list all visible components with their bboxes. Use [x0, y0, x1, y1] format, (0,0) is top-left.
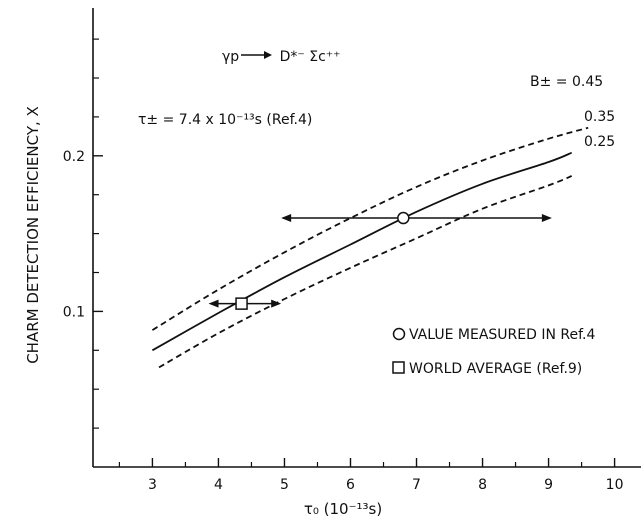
reaction-main: γp [222, 49, 239, 65]
x-tick-label: 8 [478, 477, 487, 493]
curve-label-low: 0.25 [584, 134, 615, 150]
error-arrow-right-circle [541, 214, 552, 223]
markers [208, 211, 552, 310]
reaction-label: γp D*⁻ Σc⁺⁺ [222, 49, 341, 65]
error-arrow-right-square [271, 299, 282, 308]
x-tick-label: 7 [412, 477, 421, 493]
x-axis-title: τ₀ (10⁻¹³s) [304, 500, 382, 518]
x-tick-label: 4 [214, 477, 223, 493]
legend: VALUE MEASURED IN Ref.4 WORLD AVERAGE (R… [392, 327, 595, 377]
legend-square-symbol [392, 361, 405, 374]
x-tick-label: 9 [544, 477, 553, 493]
curves [151, 126, 589, 369]
ticks [93, 38, 616, 467]
y-tick-label: 0.2 [63, 149, 85, 165]
x-tick-label: 6 [346, 477, 355, 493]
x-tick-label: 3 [148, 477, 157, 493]
legend-circle-symbol [392, 327, 406, 341]
legend-circle-label: VALUE MEASURED IN Ref.4 [409, 327, 595, 343]
annotations: γp D*⁻ Σc⁺⁺ τ± = 7.4 x 10⁻¹³s (Ref.4) B±… [24, 49, 615, 518]
plot-frame [92, 8, 641, 468]
legend-square-label: WORLD AVERAGE (Ref.9) [409, 361, 582, 377]
curve-label-mid: 0.35 [584, 109, 615, 125]
data-point-square [235, 297, 248, 310]
error-arrow-left-circle [281, 214, 292, 223]
series-line-045 [151, 126, 589, 331]
tick-labels: 3 4 5 6 7 8 9 10 0.1 0.2 [63, 149, 624, 493]
tau-charged-label: τ± = 7.4 x 10⁻¹³s (Ref.4) [138, 112, 312, 128]
series-line-025 [158, 175, 573, 369]
x-tick-label: 5 [280, 477, 289, 493]
data-point-circle [397, 211, 410, 225]
y-axis-title: CHARM DETECTION EFFICIENCY, X [24, 106, 42, 364]
error-arrow-left-square [208, 299, 219, 308]
b-label: B± = 0.45 [530, 74, 603, 90]
x-tick-label: 10 [606, 477, 624, 493]
reaction-arrowhead [264, 51, 272, 59]
reaction-products: D*⁻ Σc⁺⁺ [280, 49, 341, 65]
y-tick-label: 0.1 [63, 304, 85, 320]
series-line-035 [151, 151, 573, 352]
